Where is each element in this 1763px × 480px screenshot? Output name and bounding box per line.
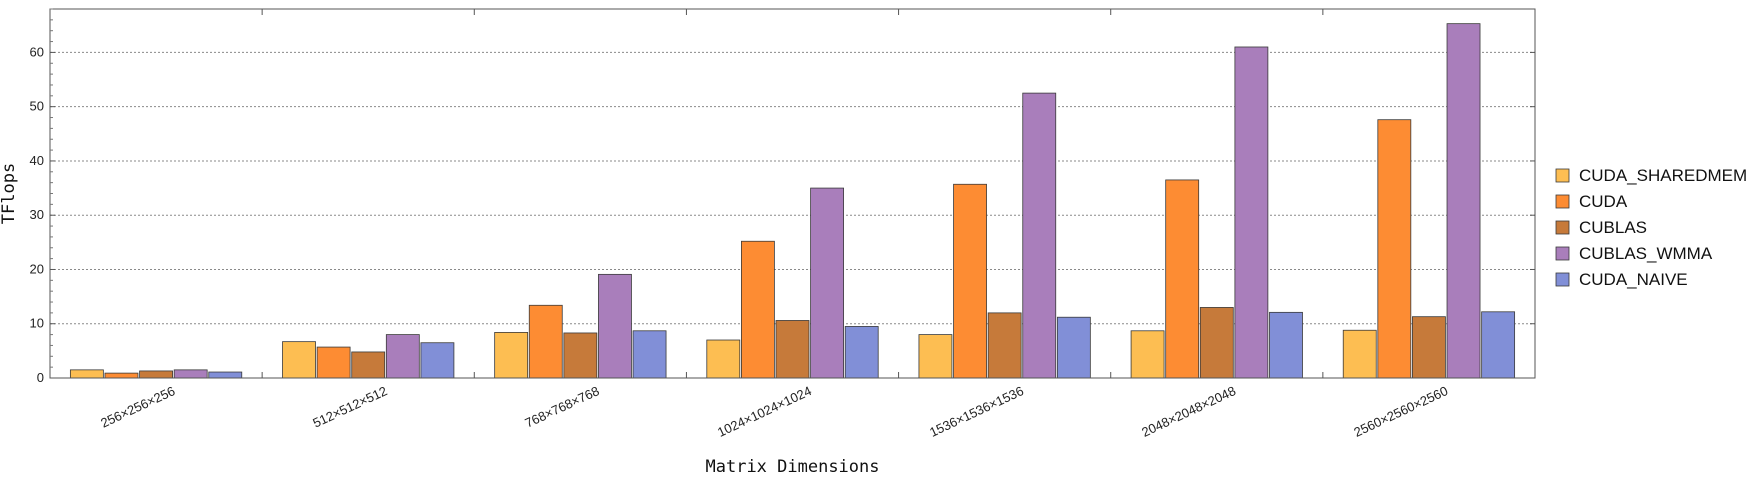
bar-cublas-wmma — [598, 273, 632, 379]
bar-cuda-sharedmem — [69, 369, 104, 379]
bar-cuda-naive — [420, 342, 455, 379]
bar-cublas — [1412, 316, 1446, 379]
bar-cuda-naive — [632, 330, 667, 379]
bars — [69, 23, 1516, 379]
bar-cublas — [139, 370, 173, 379]
y-tick-label: 30 — [30, 207, 44, 222]
legend: CUDA_SHAREDMEM CUDA CUBLAS CUBLAS_WMMA CUDA_… — [1555, 166, 1747, 289]
bar-cuda-naive — [844, 326, 879, 379]
bar-cuda — [104, 372, 139, 379]
bar-cublas-wmma — [1022, 92, 1057, 379]
bar-cuda-sharedmem — [1130, 330, 1165, 379]
bar-cuda-sharedmem — [282, 341, 316, 379]
bar-cuda — [528, 304, 563, 379]
bar-cuda — [953, 183, 987, 379]
legend-label: CUDA — [1579, 192, 1628, 211]
legend-swatch — [1555, 246, 1570, 261]
bar-cuda — [316, 346, 351, 379]
bar-cublas — [351, 351, 386, 379]
y-tick-label: 40 — [30, 153, 44, 168]
legend-label: CUBLAS_WMMA — [1579, 244, 1713, 263]
legend-swatch — [1555, 272, 1570, 287]
legend-swatch — [1555, 220, 1570, 235]
legend-swatch — [1555, 194, 1570, 209]
bar-cublas — [1199, 307, 1234, 379]
y-tick-label: 20 — [30, 261, 44, 276]
bar-cuda — [741, 240, 775, 379]
x-axis-label: Matrix Dimensions — [706, 457, 880, 477]
bar-cuda-naive — [1269, 311, 1303, 379]
x-tick-label: 2048×2048×2048 — [1139, 383, 1238, 440]
y-axis-label: TFlops — [0, 163, 19, 224]
bar-cublas-wmma — [173, 369, 208, 379]
bar-cublas — [775, 320, 810, 379]
gridlines — [50, 51, 1535, 325]
x-tick-label: 512×512×512 — [310, 383, 389, 431]
bar-cublas-wmma — [810, 187, 844, 379]
bar-cuda-naive — [1481, 311, 1516, 379]
bar-cublas-wmma — [1446, 23, 1481, 379]
bar-cuda — [1377, 119, 1412, 379]
bar-cuda-sharedmem — [918, 334, 953, 379]
bar-cublas — [987, 312, 1022, 379]
legend-label: CUDA_NAIVE — [1579, 270, 1688, 289]
x-tick-label: 768×768×768 — [523, 383, 602, 431]
x-tick-label: 2560×2560×2560 — [1351, 383, 1450, 440]
bar-cuda — [1165, 179, 1200, 379]
x-tick-label: 1536×1536×1536 — [927, 383, 1026, 440]
legend-label: CUBLAS — [1579, 218, 1647, 237]
bar-cublas-wmma — [385, 334, 420, 379]
bar-cuda-naive — [208, 371, 243, 379]
bar-cuda-sharedmem — [706, 339, 741, 379]
bar-cuda-sharedmem — [1342, 329, 1377, 379]
bar-cublas-wmma — [1234, 46, 1269, 379]
legend-label: CUDA_SHAREDMEM — [1579, 166, 1747, 185]
bar-cuda-sharedmem — [494, 332, 529, 379]
x-tick-label: 1024×1024×1024 — [715, 383, 814, 440]
bar-cublas — [563, 332, 598, 379]
y-tick-label: 0 — [37, 370, 44, 385]
x-tick-label: 256×256×256 — [98, 383, 177, 431]
y-tick-label: 60 — [30, 44, 44, 59]
y-tick-label: 10 — [30, 316, 44, 331]
legend-swatch — [1555, 168, 1570, 183]
bar-cuda-naive — [1056, 316, 1091, 379]
y-tick-label: 50 — [30, 99, 44, 114]
